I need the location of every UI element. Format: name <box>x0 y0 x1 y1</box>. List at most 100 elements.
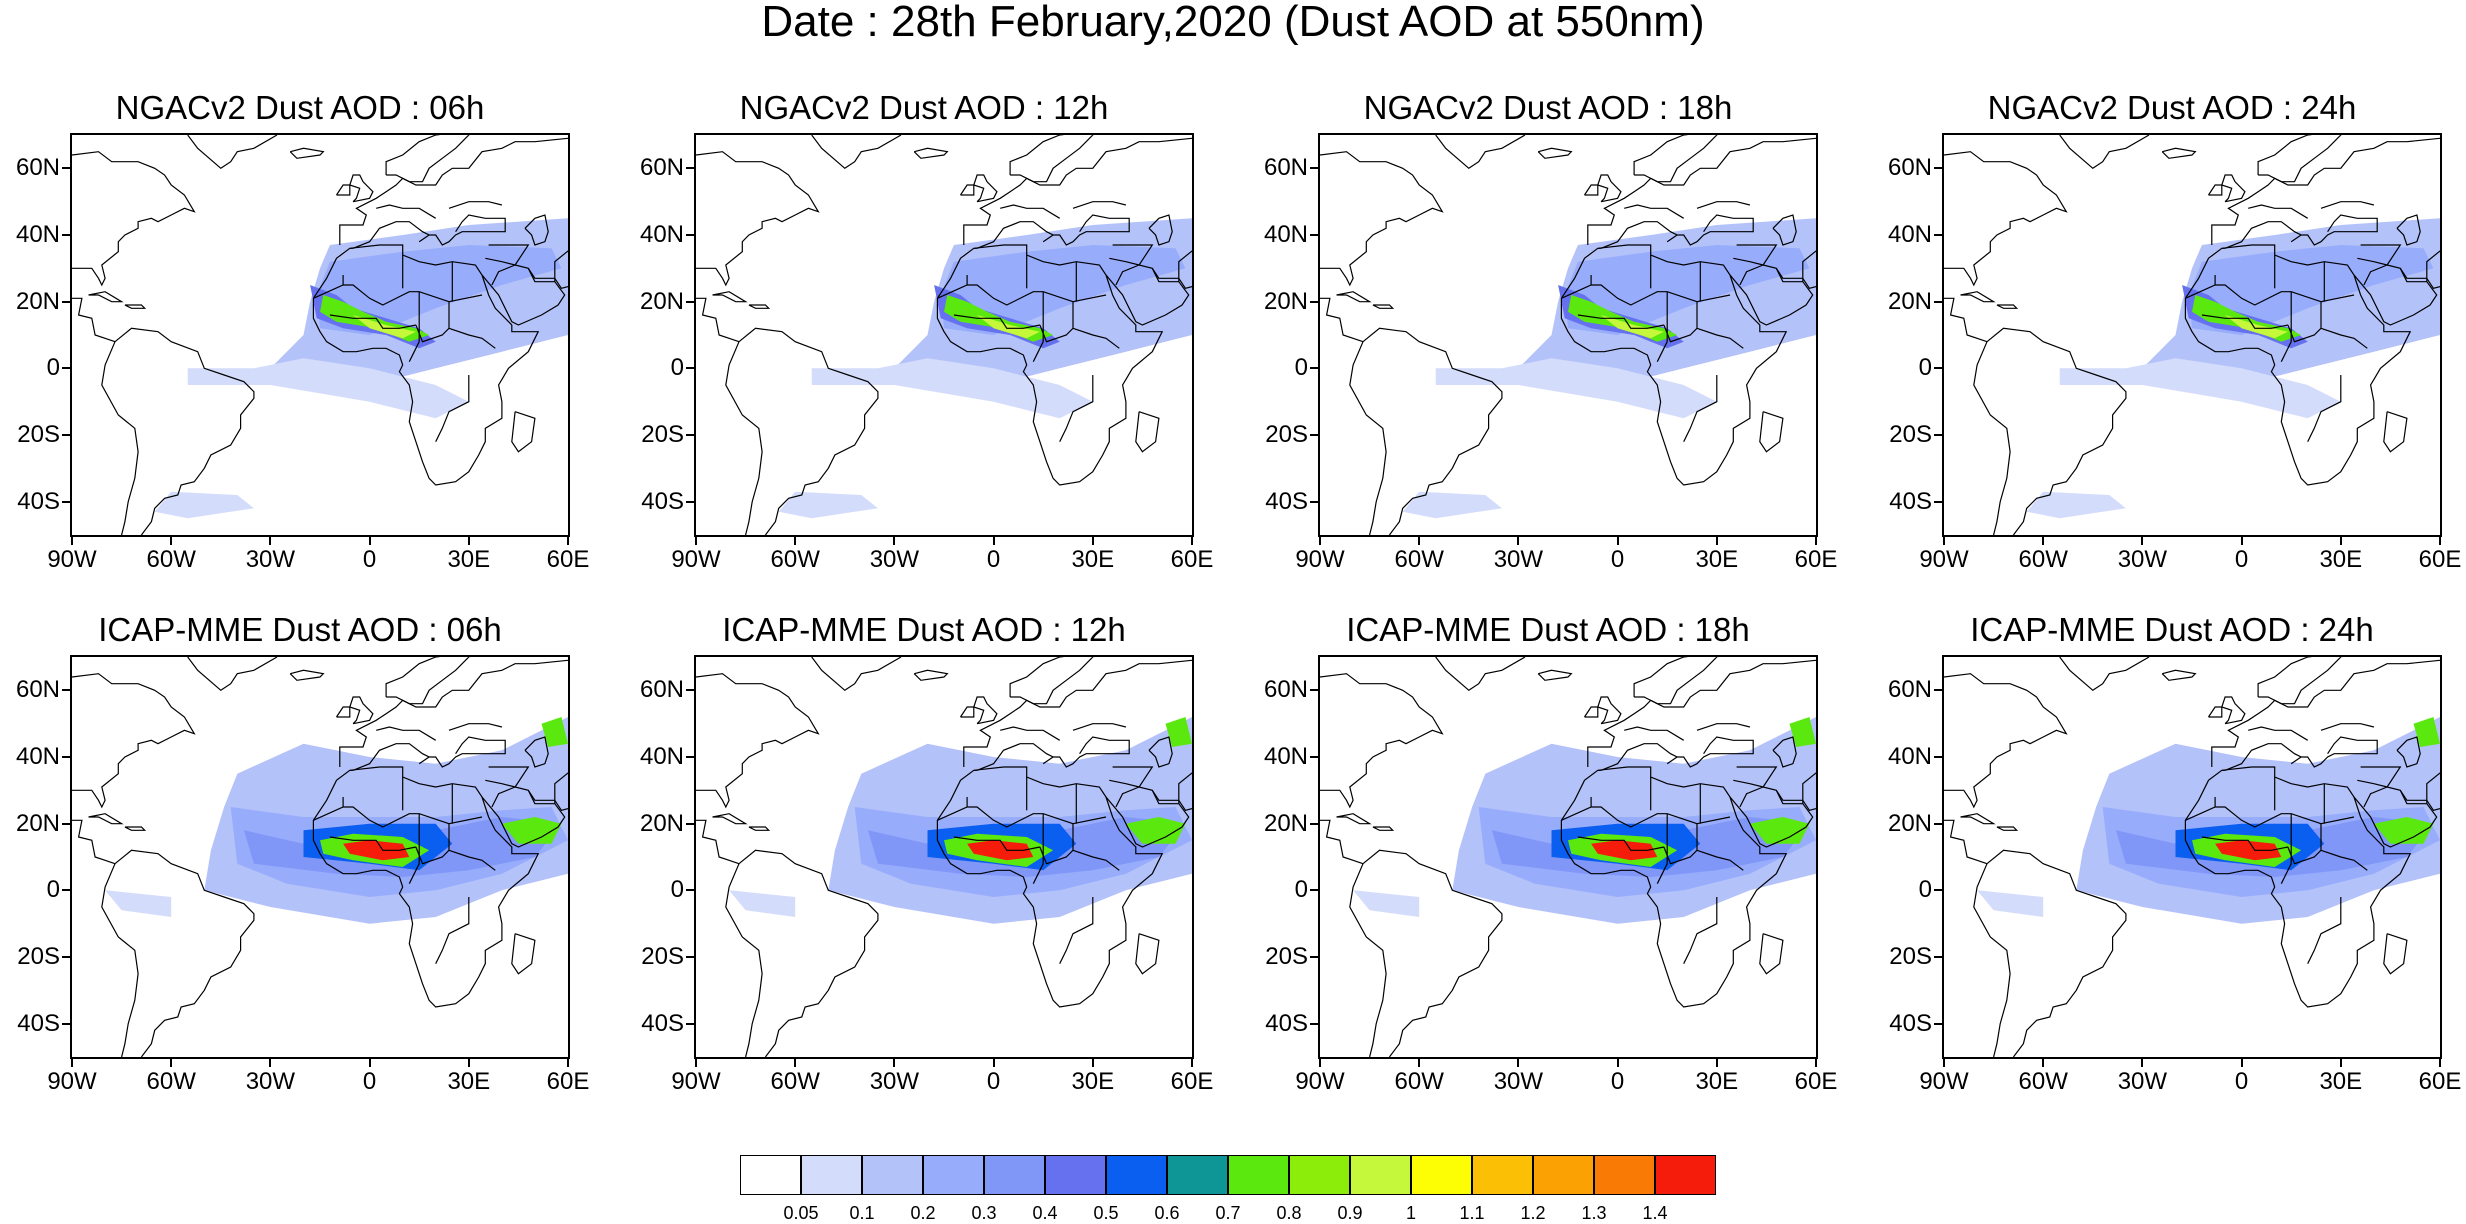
coastline <box>1178 250 1192 282</box>
longitude-tick <box>1943 537 1945 545</box>
coastline <box>524 214 549 246</box>
latitude-tick <box>1934 756 1942 758</box>
longitude-tick <box>695 1059 697 1067</box>
dust-aod-region <box>541 717 568 747</box>
longitude-label: 60W <box>1394 546 1444 573</box>
colorbar-label: 0.8 <box>1276 1203 1302 1223</box>
coastline <box>2320 201 2375 209</box>
coastline <box>1736 244 1778 266</box>
latitude-label: 20N <box>1263 809 1308 837</box>
coastline <box>2211 137 2440 245</box>
colorbar-label: 0.05 <box>783 1203 819 1223</box>
coastline <box>1362 327 1503 535</box>
dust-aod-region <box>154 491 254 519</box>
dust-aod-region <box>501 817 562 844</box>
colorbar-swatch <box>1045 1155 1106 1195</box>
colorbar-swatch <box>1350 1155 1411 1195</box>
latitude-label: 20N <box>1263 287 1308 315</box>
longitude-label: 60W <box>770 1068 820 1095</box>
coastline <box>2280 813 2292 884</box>
latitude-tick <box>1934 689 1942 692</box>
longitude-label: 60E <box>1170 1068 1214 1095</box>
dust-aod-region <box>316 245 562 335</box>
map-canvas <box>1318 655 1818 1059</box>
coastline <box>1320 151 1444 287</box>
coastline <box>913 147 949 159</box>
longitude-label: 60W <box>1394 1068 1444 1095</box>
coastline <box>313 284 450 343</box>
coastline <box>1115 264 1140 286</box>
coastline <box>448 201 503 209</box>
coastline <box>554 250 568 282</box>
coastline <box>72 151 196 287</box>
longitude-label: 30W <box>1493 546 1544 573</box>
latitude-label: 40S <box>17 1009 60 1037</box>
coastline <box>1583 184 1599 196</box>
dust-aod-region <box>2373 817 2434 844</box>
latitude-tick <box>1934 889 1942 892</box>
colorbar-label: 0.3 <box>971 1203 997 1223</box>
latitude-label: 60N <box>1887 154 1932 182</box>
coastline <box>1059 375 1094 442</box>
coastline <box>488 244 530 266</box>
latitude-label: 40S <box>1265 1009 1308 1037</box>
longitude-tick <box>467 1059 470 1067</box>
coastline <box>408 813 420 884</box>
coastline <box>1583 706 1599 718</box>
longitude-tick <box>2240 537 2243 545</box>
coastline <box>2307 897 2342 964</box>
coastline <box>312 244 540 486</box>
coastline <box>1802 772 1816 804</box>
longitude-label: 0 <box>1610 546 1625 573</box>
latitude-tick <box>62 367 70 370</box>
longitude-label: 30E <box>447 546 491 573</box>
coastline <box>2161 669 2197 681</box>
latitude-tick <box>686 367 694 370</box>
latitude-label: 20S <box>641 943 684 970</box>
longitude-tick <box>1943 1059 1945 1067</box>
coastline <box>408 291 420 362</box>
map-canvas <box>1942 655 2442 1059</box>
longitude-tick <box>467 537 470 545</box>
latitude-tick <box>62 1022 70 1025</box>
coastline <box>1435 135 1526 170</box>
coastline <box>1587 659 1816 767</box>
panel-title: ICAP-MME Dust AOD : 12h <box>722 611 1126 648</box>
colorbar-swatch <box>801 1155 862 1195</box>
coastline <box>448 294 483 303</box>
dust-aod-region <box>1977 890 2044 917</box>
coastline <box>1633 657 1718 705</box>
coastline <box>2280 291 2292 362</box>
coastline <box>1996 304 2019 309</box>
latitude-label: 20S <box>1889 943 1932 970</box>
coastline <box>385 135 470 183</box>
longitude-tick <box>71 537 73 545</box>
latitude-tick <box>686 956 694 958</box>
colorbar-label: 0.1 <box>849 1203 875 1223</box>
coastline <box>696 819 740 865</box>
coastline <box>1597 696 1622 725</box>
latitude-tick <box>1310 434 1318 436</box>
latitude-label: 40N <box>15 743 60 770</box>
longitude-tick <box>1191 1059 1193 1067</box>
coastline <box>1696 849 1744 871</box>
dust-aod-region <box>343 840 410 861</box>
coastline <box>289 669 325 681</box>
colorbar-label: 1.2 <box>1520 1203 1546 1223</box>
coastline <box>1178 772 1192 804</box>
coastline <box>1072 723 1127 731</box>
colorbar-swatch <box>1472 1155 1533 1195</box>
coastline <box>1072 294 1107 303</box>
coastline <box>124 304 147 309</box>
longitude-label: 30W <box>869 546 920 573</box>
coastline <box>349 174 374 203</box>
coastline <box>963 659 1192 767</box>
coastline <box>1960 291 1996 303</box>
coastline <box>1944 151 2068 287</box>
latitude-label: 60N <box>639 676 684 704</box>
dust-aod-region <box>1125 817 1186 844</box>
coastline <box>491 264 516 286</box>
longitude-label: 30E <box>2319 546 2363 573</box>
longitude-label: 0 <box>362 1068 377 1095</box>
coastline <box>349 736 506 771</box>
